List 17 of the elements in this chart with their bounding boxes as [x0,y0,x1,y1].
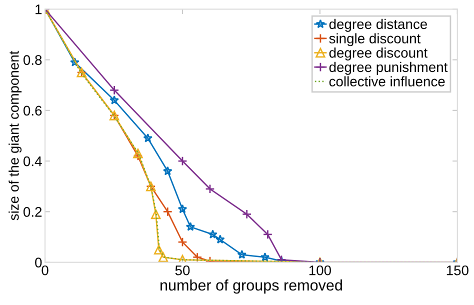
legend-label: degree distance [329,18,428,32]
x-tick-label: 100 [309,265,331,276]
y-tick-label: 0.6 [23,106,42,116]
legend-label: degree punishment [329,62,448,75]
x-tick-label: 0 [42,265,48,276]
y-tick-label: 1 [36,4,42,14]
y-tick-label: 0.2 [23,207,42,217]
y-tick-label: 0.4 [23,156,42,166]
y-tick-label: 0.8 [23,55,42,65]
x-axis-title: number of groups removed [160,279,342,294]
legend-label: collective influence [329,76,445,86]
y-tick-label: 0 [35,258,42,268]
y-axis-title: size of the giant component [8,50,22,220]
x-tick-label: 50 [175,265,190,276]
x-tick-label: 150 [446,265,468,276]
legend-label: degree discount [329,48,428,60]
legend-label: single discount [329,33,421,46]
